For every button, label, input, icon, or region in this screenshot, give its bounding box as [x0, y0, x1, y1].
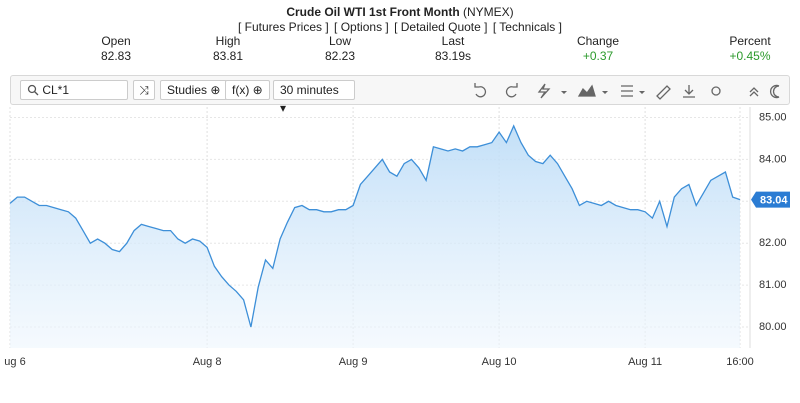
stat: High 83.81: [178, 34, 278, 64]
x-tick-label: ug 6: [4, 356, 25, 368]
stat-label: Open: [101, 34, 131, 48]
x-tick-label: Aug 9: [339, 356, 368, 368]
y-tick-label: 85.00: [759, 111, 787, 123]
layout-icon[interactable]: [621, 85, 633, 97]
stat-label: Change: [576, 34, 620, 48]
x-tick-label: Aug 10: [482, 356, 517, 368]
quote-link[interactable]: [ Options ]: [334, 20, 389, 34]
stat: Change +0.37: [548, 34, 648, 64]
y-tick-label: 81.00: [759, 279, 787, 291]
functions-button[interactable]: f(x) ⊕: [225, 80, 270, 100]
toolbar-icons: [474, 83, 780, 100]
exchange: (NYMEX): [463, 5, 514, 19]
quote-link[interactable]: [ Technicals ]: [492, 20, 562, 34]
draw-icon[interactable]: [537, 83, 551, 99]
y-tick-label: 82.00: [759, 237, 787, 249]
stat-label: Last: [441, 34, 465, 48]
stat-value: 82.23: [324, 49, 356, 63]
symbol: CL*1: [42, 83, 70, 97]
theme-icon[interactable]: [769, 84, 780, 99]
quote-title-row: Crude Oil WTI 1st Front Month (NYMEX): [0, 5, 800, 19]
chart-type-icon[interactable]: [577, 84, 596, 97]
functions: f(x): [232, 83, 250, 97]
compare-button[interactable]: ⤨: [133, 80, 155, 100]
interval-select[interactable]: 30 minutes ▾: [273, 80, 355, 115]
current-price-label: 83.04: [760, 195, 788, 207]
stat-value: +0.45%: [729, 49, 771, 63]
price-line: [9, 124, 741, 328]
x-tick-label: Aug 11: [628, 356, 662, 368]
stat: Percent +0.45%: [700, 34, 800, 64]
stat: Low 82.23: [290, 34, 390, 64]
studies: Studies: [167, 83, 208, 97]
settings-icon[interactable]: [711, 86, 721, 96]
quote-title: Crude Oil WTI 1st Front Month: [286, 5, 460, 19]
undo-icon[interactable]: [474, 83, 487, 98]
stat: Open 82.83: [66, 34, 166, 64]
stat-value: +0.37: [582, 49, 614, 63]
stat: Last 83.19s: [403, 34, 503, 64]
download-icon[interactable]: [683, 85, 695, 98]
stat-label: High: [215, 34, 241, 48]
area: [10, 125, 740, 349]
collapse-icon[interactable]: [749, 87, 759, 97]
stat-value: 83.81: [212, 49, 244, 63]
x-tick-label: Aug 8: [193, 356, 222, 368]
y-tick-label: 84.00: [759, 153, 787, 165]
quote-link[interactable]: [ Detailed Quote ]: [394, 20, 488, 34]
interval: 30 minutes: [280, 83, 339, 97]
quote-link[interactable]: [ Futures Prices ]: [238, 20, 329, 34]
stat-label: Low: [328, 34, 351, 48]
stat-value: 83.19s: [434, 49, 472, 63]
pencil-icon[interactable]: [656, 85, 671, 100]
current-price-box: [751, 191, 790, 208]
y-tick-label: 80.00: [759, 321, 787, 333]
quote-links: [ Futures Prices ] [ Options ] [ Detaile…: [0, 20, 800, 34]
toolbar: CL*1 ⤨ Studies ⊕ f(x) ⊕ 30 minutes ▾: [10, 75, 790, 115]
x-tick-label: 16:00: [726, 356, 754, 368]
search-icon: [27, 84, 39, 96]
stat-value: 82.83: [100, 49, 132, 63]
symbol-input[interactable]: CL*1: [20, 80, 128, 100]
redo-icon[interactable]: [505, 83, 518, 98]
stat-label: Percent: [729, 34, 771, 48]
